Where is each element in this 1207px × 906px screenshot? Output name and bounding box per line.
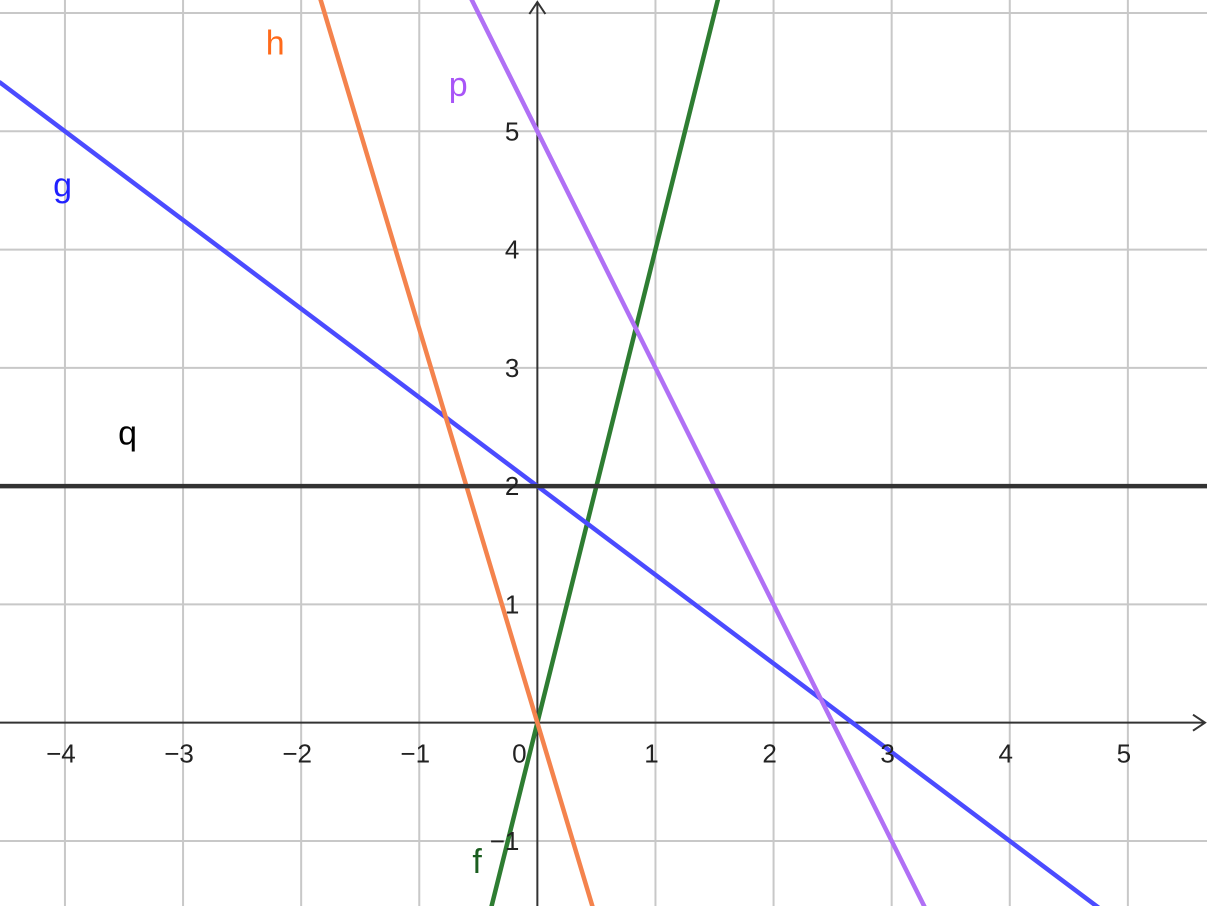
y-tick-label: 5 xyxy=(505,116,519,146)
y-tick-label: 1 xyxy=(505,589,519,619)
y-tick-label: 2 xyxy=(505,471,519,501)
x-tick-label: 2 xyxy=(762,739,776,769)
x-tick-label: 0 xyxy=(512,739,526,769)
y-tick-label: 3 xyxy=(505,353,519,383)
series-label-h: h xyxy=(266,24,285,62)
y-axis-arrow-icon xyxy=(528,0,547,15)
x-tick-label: 3 xyxy=(880,739,894,769)
x-tick-label: −4 xyxy=(46,739,76,769)
series-labels: f g h p q xyxy=(53,24,482,880)
series-line-f xyxy=(489,0,721,906)
series-label-q: q xyxy=(118,415,137,453)
x-tick-label: −3 xyxy=(164,739,194,769)
tick-labels: −4 −3 −2 −1 0 1 2 3 4 5 −1 1 2 3 4 5 xyxy=(46,116,1131,856)
x-tick-label: 5 xyxy=(1117,739,1131,769)
series-line-h xyxy=(318,0,595,906)
x-axis-arrow-icon xyxy=(1192,713,1207,732)
x-tick-label: −2 xyxy=(282,739,312,769)
y-tick-label: 4 xyxy=(505,235,519,265)
series-label-g: g xyxy=(53,166,72,204)
x-tick-label: 4 xyxy=(999,739,1013,769)
series-line-g xyxy=(0,80,1101,906)
y-tick-label: −1 xyxy=(490,826,520,856)
series-label-f: f xyxy=(472,843,482,881)
series-label-p: p xyxy=(449,66,468,104)
series-line-p xyxy=(469,0,927,906)
x-tick-label: 1 xyxy=(644,739,658,769)
x-tick-label: −1 xyxy=(400,739,430,769)
